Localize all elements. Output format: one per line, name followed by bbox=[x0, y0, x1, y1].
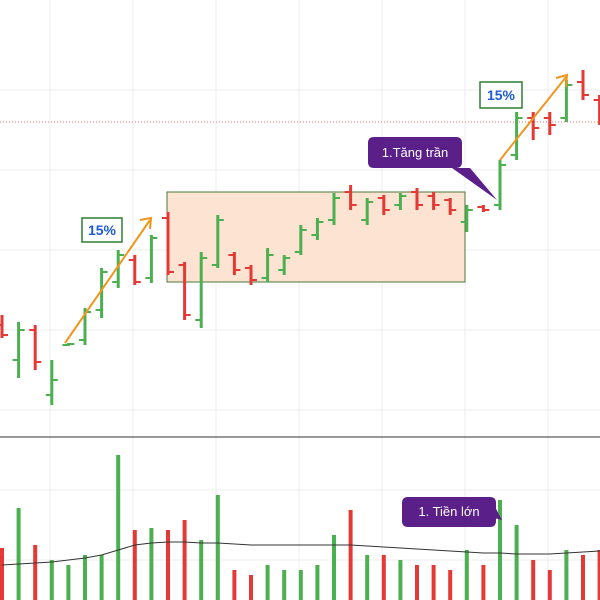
callout-text: 1.Tăng trần bbox=[382, 145, 449, 160]
label-box bbox=[81, 217, 123, 243]
callout bbox=[402, 497, 502, 527]
volume-pane bbox=[0, 455, 600, 600]
price-pane bbox=[0, 70, 600, 405]
arrows bbox=[64, 73, 569, 344]
callout-text: 1. Tiền lớn bbox=[418, 504, 479, 519]
annotation: 15% bbox=[88, 222, 117, 238]
volume-ma bbox=[1, 541, 600, 566]
label-box bbox=[479, 81, 523, 109]
callout bbox=[368, 137, 497, 200]
annotation: 15% bbox=[487, 87, 516, 103]
